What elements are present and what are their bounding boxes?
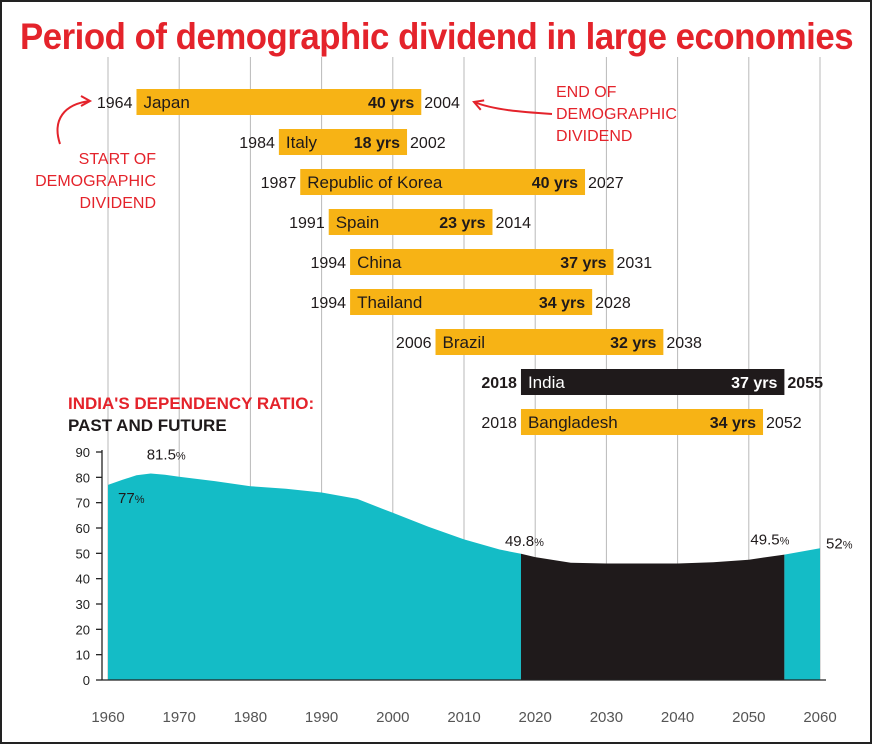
dividend-bar xyxy=(328,209,493,235)
bar-start-year: 1964 xyxy=(97,95,133,112)
start-annotation-line: DIVIDEND xyxy=(80,195,156,212)
point-label: 49.8% xyxy=(505,533,544,550)
area-future xyxy=(784,548,820,680)
bar-end-year: 2055 xyxy=(787,375,823,392)
start-arrow-head xyxy=(80,95,93,107)
bar-country-label: Thailand xyxy=(357,293,422,312)
bar-start-year: 1987 xyxy=(261,175,297,192)
bar-start-year: 1991 xyxy=(289,215,325,232)
point-label: 81.5% xyxy=(147,447,186,464)
bar-duration-label: 37 yrs xyxy=(731,375,777,392)
area-dividend-period xyxy=(520,553,785,680)
bar-end-year: 2052 xyxy=(766,415,802,432)
bar-start-year: 1994 xyxy=(310,295,346,312)
start-annotation-line: DEMOGRAPHIC xyxy=(35,173,156,190)
y-tick-label: 90 xyxy=(76,445,90,460)
bar-country-label: Bangladesh xyxy=(528,413,618,432)
bar-end-year: 2002 xyxy=(410,135,446,152)
x-tick-label: 2040 xyxy=(661,709,694,726)
bar-end-year: 2031 xyxy=(617,255,653,272)
x-tick-label: 1990 xyxy=(305,709,338,726)
bar-duration-label: 32 yrs xyxy=(610,335,656,352)
end-arrow-head xyxy=(472,99,485,111)
end-arrow xyxy=(473,101,553,115)
bar-country-label: Spain xyxy=(336,213,379,232)
bar-country-label: Brazil xyxy=(443,333,486,352)
bar-duration-label: 23 yrs xyxy=(439,215,485,232)
y-tick-label: 20 xyxy=(76,622,90,637)
y-tick-label: 0 xyxy=(83,673,90,688)
y-tick-label: 10 xyxy=(76,648,90,663)
bar-start-year: 1994 xyxy=(310,255,346,272)
x-tick-label: 2020 xyxy=(519,709,552,726)
end-annotation-line: DEMOGRAPHIC xyxy=(556,106,677,123)
bar-country-label: Italy xyxy=(286,133,318,152)
start-annotation-line: START OF xyxy=(79,151,157,168)
bar-start-year: 2018 xyxy=(481,375,517,392)
bar-duration-label: 40 yrs xyxy=(368,95,414,112)
bar-start-year: 1984 xyxy=(239,135,275,152)
bar-duration-label: 34 yrs xyxy=(710,415,756,432)
bar-end-year: 2027 xyxy=(588,175,624,192)
bar-end-year: 2038 xyxy=(666,335,702,352)
bar-start-year: 2018 xyxy=(481,415,517,432)
dependency-title-line1: INDIA'S DEPENDENCY RATIO: xyxy=(68,394,314,413)
point-label-value: 52 xyxy=(826,535,843,552)
bar-duration-label: 40 yrs xyxy=(532,175,578,192)
dividend-bar xyxy=(435,329,664,355)
x-tick-label: 2000 xyxy=(376,709,409,726)
y-tick-label: 70 xyxy=(76,496,90,511)
point-label-unit: % xyxy=(780,536,790,548)
bar-duration-label: 34 yrs xyxy=(539,295,585,312)
x-tick-label: 1960 xyxy=(91,709,124,726)
x-tick-label: 2050 xyxy=(732,709,765,726)
x-tick-label: 2060 xyxy=(803,709,836,726)
bar-country-label: Republic of Korea xyxy=(307,173,443,192)
y-tick-label: 40 xyxy=(76,572,90,587)
x-tick-label: 2030 xyxy=(590,709,623,726)
point-label-value: 49.5 xyxy=(750,532,779,549)
dividend-bar xyxy=(350,249,614,275)
point-label-unit: % xyxy=(843,539,853,551)
dividend-bar xyxy=(300,169,586,195)
y-tick-label: 60 xyxy=(76,521,90,536)
y-tick-label: 50 xyxy=(76,546,90,561)
bar-duration-label: 37 yrs xyxy=(560,255,606,272)
point-label-unit: % xyxy=(176,451,186,463)
x-tick-label: 2010 xyxy=(447,709,480,726)
bar-country-label: India xyxy=(528,373,565,392)
bar-duration-label: 18 yrs xyxy=(354,135,400,152)
end-annotation-line: END OF xyxy=(556,84,617,101)
bar-end-year: 2004 xyxy=(424,95,460,112)
end-annotation-line: DIVIDEND xyxy=(556,128,632,145)
dividend-bar xyxy=(520,369,785,395)
bar-country-label: Japan xyxy=(143,93,189,112)
point-label-value: 81.5 xyxy=(147,447,176,464)
y-tick-label: 80 xyxy=(76,470,90,485)
start-arrow xyxy=(56,100,91,145)
point-label-unit: % xyxy=(135,494,145,506)
bar-end-year: 2014 xyxy=(495,215,531,232)
main-title: Period of demographic dividend in large … xyxy=(20,16,854,57)
point-label: 52% xyxy=(826,535,853,552)
dependency-title-line2: PAST AND FUTURE xyxy=(68,416,227,435)
point-label-value: 49.8 xyxy=(505,533,534,550)
dividend-bar xyxy=(350,289,593,315)
bar-end-year: 2028 xyxy=(595,295,631,312)
bar-start-year: 2006 xyxy=(396,335,432,352)
area-past xyxy=(108,473,521,680)
point-label-unit: % xyxy=(534,537,544,549)
x-tick-label: 1980 xyxy=(234,709,267,726)
y-tick-label: 30 xyxy=(76,597,90,612)
dividend-bar xyxy=(278,129,408,155)
dividend-bar xyxy=(520,409,764,435)
dividend-bar xyxy=(136,89,422,115)
point-label: 77% xyxy=(118,490,145,507)
point-label-value: 77 xyxy=(118,490,135,507)
x-tick-label: 1970 xyxy=(163,709,196,726)
bar-country-label: China xyxy=(357,253,402,272)
point-label: 49.5% xyxy=(750,532,789,549)
